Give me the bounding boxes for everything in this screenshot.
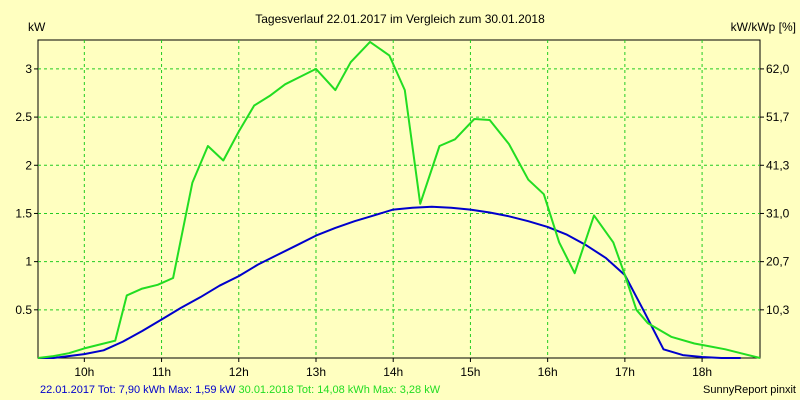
y-tick-label-left: 1	[25, 255, 32, 269]
footer-series-summary: 30.01.2018 Tot: 14,08 kWh Max: 3,28 kW	[235, 384, 440, 396]
footer-credit: SunnyReport pinxit	[703, 384, 796, 396]
y-tick-label-right: 31,0	[766, 206, 790, 220]
x-tick-label: 10h	[74, 365, 94, 379]
x-tick-label: 16h	[538, 365, 558, 379]
x-tick-label: 14h	[383, 365, 403, 379]
y-tick-label-right: 41,3	[766, 158, 790, 172]
x-tick-label: 18h	[692, 365, 712, 379]
x-tick-label: 13h	[306, 365, 326, 379]
y-axis-right-label: kW/kWp [%]	[731, 20, 796, 34]
y-axis-left-label: kW	[28, 20, 46, 34]
footer-series-summary: 22.01.2017 Tot: 7,90 kWh Max: 1,59 kW	[40, 384, 236, 396]
chart-title: Tagesverlauf 22.01.2017 im Vergleich zum…	[255, 12, 545, 26]
y-tick-label-left: 0.5	[15, 303, 32, 317]
axis-ticks: 10h 11h 12h 13h 14h 15h 16h 17h 18h0.511.522.531…	[15, 62, 789, 379]
series-line-2	[37, 40, 761, 359]
y-tick-label-left: 1.5	[15, 206, 32, 220]
x-tick-label: 15h	[460, 365, 480, 379]
y-tick-label-right: 20,7	[766, 255, 790, 269]
y-tick-label-right: 51,7	[766, 110, 790, 124]
footer-legend: 22.01.2017 Tot: 7,90 kWh Max: 1,59 kW 30…	[40, 384, 441, 396]
y-tick-label-left: 2.5	[15, 110, 32, 124]
y-tick-label-left: 2	[25, 158, 32, 172]
x-tick-label: 12h	[229, 365, 249, 379]
series-layer	[37, 40, 761, 359]
grid	[38, 40, 760, 358]
y-tick-label-right: 62,0	[766, 62, 790, 76]
y-tick-label-left: 3	[25, 62, 32, 76]
x-tick-label: 11h	[152, 365, 171, 379]
y-tick-label-right: 10,3	[766, 303, 790, 317]
x-tick-label: 17h	[615, 365, 635, 379]
